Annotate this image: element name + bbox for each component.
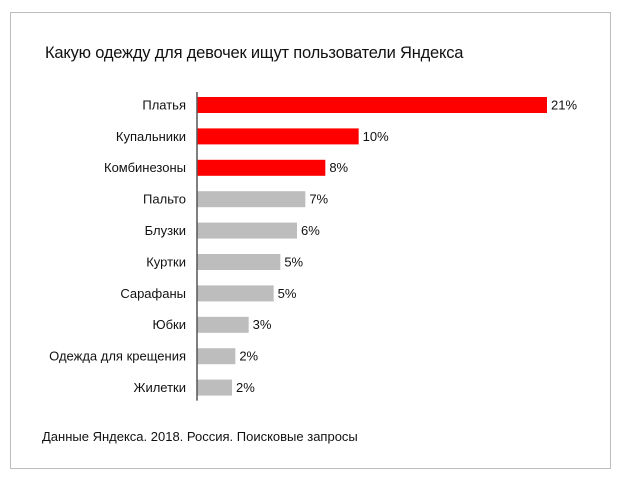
category-label: Юбки [152, 317, 186, 332]
data-label: 2% [239, 349, 258, 364]
chart-title: Какую одежду для девочек ищут пользовате… [45, 44, 464, 62]
data-label: 21% [551, 97, 577, 112]
category-label: Блузки [145, 223, 186, 238]
data-label: 6% [301, 223, 320, 238]
bar [197, 316, 249, 333]
bar [197, 285, 274, 302]
data-label: 8% [329, 160, 348, 175]
bar [197, 379, 232, 396]
data-label: 7% [309, 192, 328, 207]
bar [197, 191, 306, 208]
footnote: Данные Яндекса. 2018. Россия. Поисковые … [42, 429, 358, 444]
data-label: 10% [363, 129, 389, 144]
category-label: Сарафаны [120, 286, 186, 301]
category-label: Куртки [146, 254, 186, 269]
bar [197, 222, 297, 239]
data-label: 3% [253, 317, 272, 332]
category-label: Пальто [143, 192, 186, 207]
data-label: 5% [284, 254, 303, 269]
bar [197, 97, 547, 113]
bar [197, 254, 281, 270]
category-label: Комбинезоны [104, 160, 186, 175]
bar [197, 348, 236, 365]
category-label: Платья [142, 97, 186, 112]
data-label: 5% [278, 286, 297, 301]
chart-frame [10, 12, 611, 469]
data-label: 2% [236, 380, 255, 395]
category-label: Одежда для крещения [49, 349, 186, 364]
category-label: Купальники [116, 129, 186, 144]
bar [197, 159, 326, 176]
bar [197, 128, 359, 145]
category-label: Жилетки [133, 380, 186, 395]
